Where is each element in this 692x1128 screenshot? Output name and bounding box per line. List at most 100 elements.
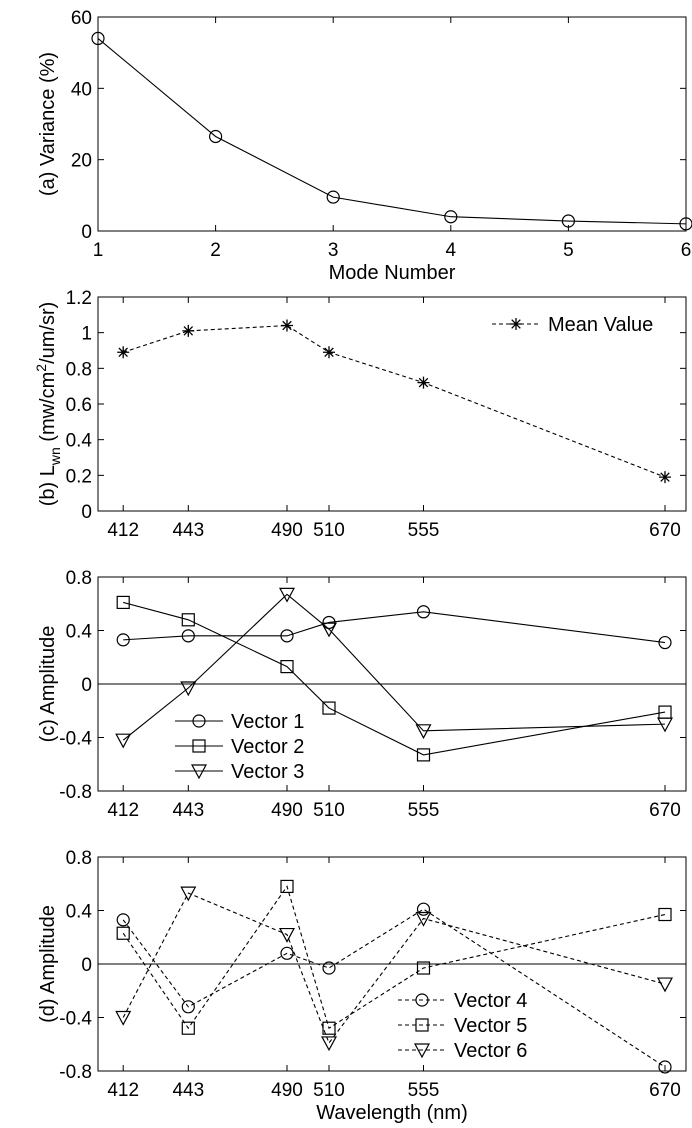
series-line	[123, 611, 666, 644]
y-tick-label: 0	[81, 955, 92, 976]
data-point	[116, 633, 130, 647]
data-point	[444, 210, 458, 224]
data-point	[326, 190, 340, 204]
series-d-2	[116, 879, 672, 1035]
x-tick-label: 6	[681, 240, 692, 261]
y-axis-label: (a) Variance (%)	[37, 52, 59, 196]
x-tick-label: 443	[172, 520, 204, 541]
data-point	[181, 1021, 195, 1035]
data-point	[181, 629, 195, 643]
y-tick-label: -0.8	[59, 1062, 92, 1083]
data-point	[115, 733, 132, 749]
y-tick-label: 0.6	[66, 395, 92, 416]
data-point	[415, 724, 432, 740]
legend-label: Vector 5	[454, 1015, 527, 1037]
data-point	[181, 613, 195, 627]
x-tick-label: 4	[446, 240, 457, 261]
data-point	[182, 324, 195, 337]
axes-frame-a	[97, 16, 687, 232]
y-tick-label: 0.4	[66, 902, 93, 923]
data-point	[280, 660, 294, 674]
data-point	[280, 629, 294, 643]
x-axis-label: Wavelength (nm)	[316, 1102, 468, 1124]
legend-label: Vector 3	[231, 761, 304, 783]
x-tick-label: 510	[313, 520, 345, 541]
y-tick-label: 60	[71, 8, 92, 29]
legend-marker	[192, 714, 206, 728]
series-d-1	[116, 902, 672, 1074]
data-point	[416, 902, 431, 916]
series-line	[123, 601, 666, 756]
data-point	[416, 605, 431, 619]
y-axis-label-tail: /um/sr)	[37, 302, 59, 364]
x-tick-label: 5	[563, 240, 574, 261]
y-axis-label: (d) Amplitude	[37, 905, 59, 1023]
data-point	[116, 913, 130, 927]
series-d-3	[115, 886, 674, 1052]
y-axis-label-sup: 2	[33, 364, 49, 372]
x-tick-label: 555	[408, 1080, 440, 1101]
data-point	[679, 217, 692, 231]
y-tick-label: 0	[81, 222, 92, 243]
data-point	[656, 977, 674, 993]
legend-label: Mean Value	[548, 314, 653, 336]
x-tick-label: 490	[271, 1080, 303, 1101]
data-point	[415, 911, 432, 927]
y-tick-label: 0.4	[66, 431, 93, 452]
x-tick-label: 443	[172, 800, 204, 821]
x-axis-label: Mode Number	[329, 262, 456, 284]
data-point	[658, 907, 672, 922]
series-c-1	[116, 605, 672, 650]
y-tick-label: 0	[81, 502, 92, 523]
data-point	[280, 946, 294, 960]
series-c-2	[116, 595, 672, 762]
y-tick-label: 0.8	[66, 848, 92, 869]
series-b-1	[117, 319, 671, 484]
x-tick-label: 412	[107, 800, 139, 821]
x-tick-label: 510	[313, 1080, 345, 1101]
data-point	[417, 376, 430, 389]
data-point	[322, 1021, 336, 1035]
legend-marker	[415, 993, 429, 1007]
legend-label: Vector 2	[231, 736, 304, 758]
x-tick-label: 510	[313, 800, 345, 821]
data-point	[281, 319, 293, 332]
y-axis-label-sub: wn	[47, 447, 63, 466]
y-tick-label: 1.2	[66, 288, 92, 309]
data-point	[320, 622, 338, 638]
x-tick-label: 443	[172, 1080, 204, 1101]
legend-d: Vector 4 Vector 5 Vector 6	[398, 990, 527, 1062]
data-point	[181, 1000, 195, 1014]
x-tick-label: 670	[649, 800, 681, 821]
y-axis-label: (c) Amplitude	[37, 626, 59, 743]
series-a-1	[91, 31, 692, 231]
legend-label: Vector 6	[454, 1040, 527, 1062]
data-point	[180, 886, 197, 902]
y-tick-label: -0.4	[59, 729, 92, 750]
data-point	[117, 346, 130, 359]
legend-marker	[413, 1043, 431, 1059]
y-tick-label: 0.8	[66, 359, 92, 380]
data-point	[91, 31, 105, 46]
series-line	[122, 908, 666, 1068]
data-point	[322, 701, 336, 715]
data-point	[320, 1036, 338, 1052]
chart-d: 412 443 490 510 555 670 -0.8 -0.4 0 0.4 0.8 (d) Amp…	[37, 848, 687, 1124]
legend-label: Vector 4	[454, 990, 527, 1012]
data-point	[278, 587, 296, 603]
data-point	[116, 926, 130, 940]
series-line	[122, 885, 666, 1030]
data-point	[180, 681, 197, 697]
y-tick-label: 0.4	[66, 622, 93, 643]
y-axis-label: (b) Lwn (mw/cm2/um/sr)	[33, 302, 63, 507]
y-tick-label: 20	[71, 151, 92, 172]
data-point	[656, 717, 674, 733]
chart-c: 412 443 490 510 555 670 -0.8 -0.4 0 0.4 0.8 (c) Amp…	[37, 568, 687, 821]
y-tick-label: 40	[71, 79, 92, 100]
x-tick-label: 412	[107, 520, 139, 541]
data-point	[416, 961, 431, 975]
y-axis-label-main: (b) L	[37, 465, 59, 506]
data-point	[323, 346, 335, 359]
